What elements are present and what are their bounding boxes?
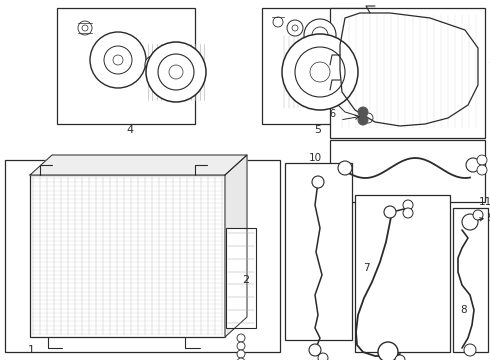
Circle shape — [473, 210, 483, 220]
Circle shape — [464, 344, 476, 356]
Text: 7: 7 — [363, 263, 369, 273]
Circle shape — [466, 158, 480, 172]
Circle shape — [287, 20, 303, 36]
Circle shape — [403, 200, 413, 210]
Circle shape — [169, 65, 183, 79]
Circle shape — [113, 55, 123, 65]
Bar — [330, 8, 485, 138]
Circle shape — [363, 113, 373, 123]
Circle shape — [237, 342, 245, 350]
Circle shape — [292, 25, 298, 31]
Circle shape — [403, 208, 413, 218]
Circle shape — [145, 56, 161, 72]
Circle shape — [237, 358, 245, 360]
Circle shape — [78, 21, 92, 35]
Text: 8: 8 — [460, 305, 466, 315]
Text: 10: 10 — [308, 153, 321, 163]
Text: 3: 3 — [488, 55, 490, 65]
Circle shape — [310, 62, 330, 82]
Circle shape — [158, 54, 194, 90]
Bar — [330, 140, 485, 202]
Circle shape — [282, 34, 358, 110]
Polygon shape — [225, 155, 247, 337]
Text: 11: 11 — [479, 197, 490, 207]
Circle shape — [273, 17, 283, 27]
Circle shape — [477, 155, 487, 165]
Circle shape — [395, 355, 405, 360]
Circle shape — [312, 27, 328, 43]
Circle shape — [146, 42, 206, 102]
Text: 5: 5 — [315, 125, 321, 135]
Circle shape — [358, 115, 368, 125]
Circle shape — [237, 350, 245, 358]
Circle shape — [378, 342, 398, 360]
Circle shape — [309, 344, 321, 356]
Circle shape — [358, 107, 368, 117]
Circle shape — [295, 47, 345, 97]
Circle shape — [150, 61, 156, 67]
Circle shape — [338, 161, 352, 175]
Circle shape — [82, 25, 88, 31]
Text: 9: 9 — [487, 213, 490, 223]
Circle shape — [304, 19, 336, 51]
Bar — [262, 8, 374, 124]
Bar — [57, 8, 195, 124]
Bar — [226, 228, 256, 328]
Text: 2: 2 — [243, 275, 249, 285]
Bar — [5, 160, 280, 352]
Polygon shape — [30, 155, 247, 175]
Circle shape — [384, 206, 396, 218]
Text: 6: 6 — [329, 109, 335, 119]
Bar — [285, 163, 352, 340]
Circle shape — [312, 176, 324, 188]
Bar — [355, 195, 450, 352]
Circle shape — [477, 165, 487, 175]
Circle shape — [104, 46, 132, 74]
Text: 1: 1 — [28, 345, 35, 355]
Circle shape — [237, 334, 245, 342]
Circle shape — [462, 214, 478, 230]
Bar — [453, 208, 488, 352]
Circle shape — [90, 32, 146, 88]
Bar — [30, 175, 225, 337]
Text: 4: 4 — [126, 125, 134, 135]
Circle shape — [318, 353, 328, 360]
